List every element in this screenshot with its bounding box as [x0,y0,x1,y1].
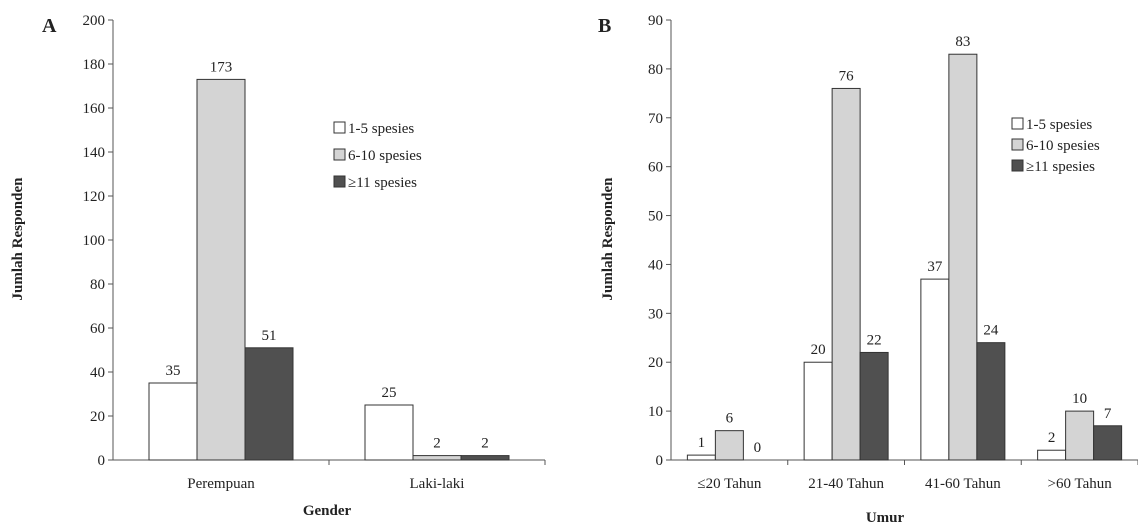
y-tick-label: 100 [83,233,106,249]
data-label: 2 [481,436,489,452]
bar [803,361,833,461]
data-label: 0 [754,440,762,456]
bar [859,351,889,461]
data-label: 173 [210,59,233,75]
legend-swatch [333,148,346,161]
y-tick-label: 60 [90,321,105,337]
y-axis-title-b: Jumlah Responden [600,177,616,301]
bar [196,78,246,461]
x-tick-label: Perempuan [187,476,255,492]
bar [460,455,510,461]
y-tick-label: 40 [90,365,105,381]
data-label: 6 [726,411,734,427]
x-tick-label: ≤20 Tahun [697,476,761,492]
panel-label-a: A [42,15,57,37]
x-tick-label: Laki-laki [410,476,465,492]
legend-label: 6-10 spesies [348,148,422,164]
y-tick-label: 10 [648,404,663,420]
chart-panel-a: A Jumlah Responden Gender 0 20 40 60 80 100 12… [10,13,546,519]
legend-label: 1-5 spesies [348,121,414,137]
bar [1093,425,1123,461]
bar [948,53,978,461]
legend-swatch [333,175,346,188]
y-tick-label: 60 [648,160,663,176]
data-label: 35 [166,363,181,379]
data-label: 22 [867,332,882,348]
chart-panel-b: B Jumlah Responden Umur 0102030405060708… [598,13,1138,526]
y-tick-label: 70 [648,111,663,127]
y-tick-label: 160 [83,101,106,117]
y-tick-label: 80 [648,62,663,78]
y-tick-label: 120 [83,189,106,205]
y-tick-label: 180 [83,57,106,73]
y-tick-label: 20 [648,355,663,371]
legend-label: 6-10 spesies [1026,138,1100,154]
y-tick-label: 200 [83,13,106,29]
panel-label-b: B [598,15,611,37]
legend-swatch [1011,159,1024,172]
x-tick-label: 41-60 Tahun [925,476,1001,492]
y-tick-label: 0 [656,453,664,469]
y-tick-label: 90 [648,13,663,29]
data-label: 76 [839,68,855,84]
data-label: 51 [262,328,277,344]
bar [1037,449,1067,461]
bar [244,347,294,461]
x-tick-label: 21-40 Tahun [808,476,884,492]
bar [920,278,950,461]
legend-swatch [333,121,346,134]
x-tick-label: >60 Tahun [1048,476,1113,492]
bar [976,342,1006,461]
bar [831,87,861,461]
x-axis-title-a: Gender [303,503,352,519]
data-label: 2 [433,436,441,452]
data-label: 10 [1072,391,1087,407]
data-label: 83 [955,34,970,50]
bar [412,455,462,461]
data-label: 7 [1104,406,1112,422]
legend-label: 1-5 spesies [1026,117,1092,133]
x-axis-title-b: Umur [866,510,905,526]
data-label: 37 [927,259,943,275]
legend-swatch [1011,117,1024,130]
bar [714,430,744,461]
legend-label: ≥11 spesies [348,175,417,191]
y-tick-label: 0 [98,453,106,469]
bar [148,382,198,461]
y-axis-title-a: Jumlah Responden [10,177,26,301]
data-label: 20 [811,342,826,358]
y-tick-label: 80 [90,277,105,293]
y-tick-label: 20 [90,409,105,425]
y-tick-label: 50 [648,209,663,225]
legend-swatch [1011,138,1024,151]
bar [686,454,716,461]
y-tick-label: 40 [648,257,663,273]
bar [364,404,414,461]
data-label: 1 [698,435,706,451]
legend-label: ≥11 spesies [1026,159,1095,175]
data-label: 24 [983,323,999,339]
bar [1065,410,1095,461]
data-label: 25 [382,385,397,401]
data-label: 2 [1048,430,1056,446]
y-tick-label: 140 [83,145,106,161]
y-tick-label: 30 [648,306,663,322]
